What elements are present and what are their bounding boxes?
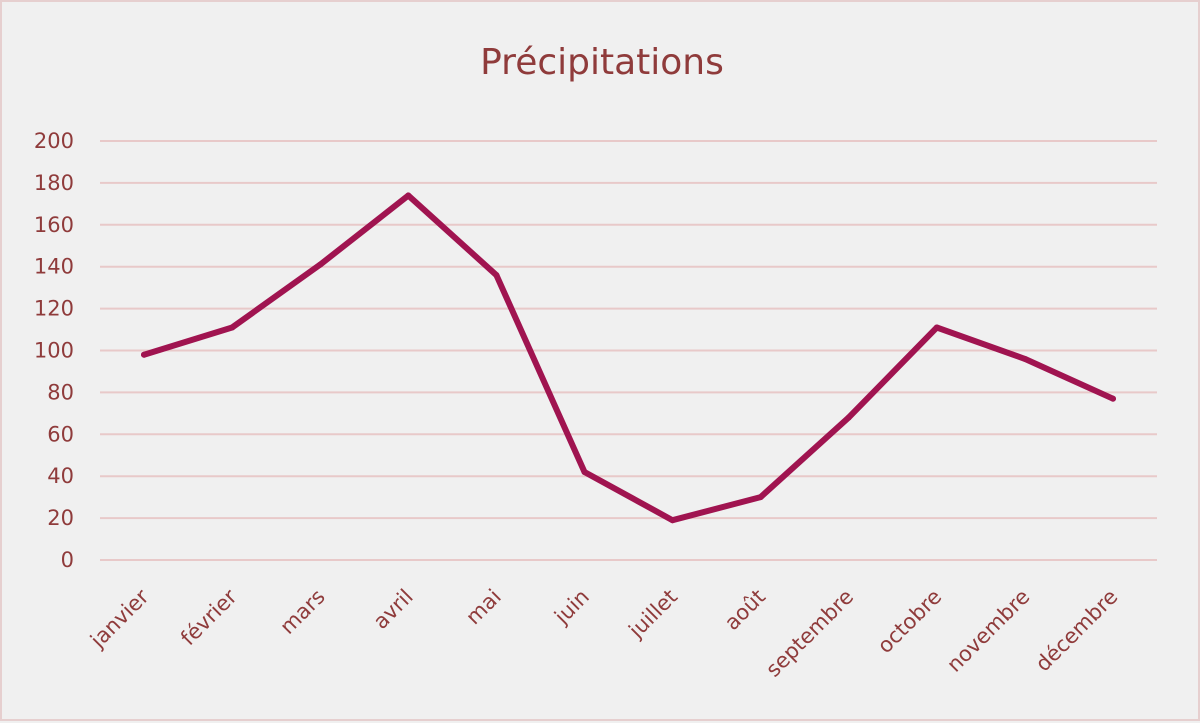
data-point [845, 414, 852, 421]
x-tick-label: novembre [942, 585, 1034, 677]
y-axis-ticks: 0 20 40 60 80 100 120 140 160 180 200 [34, 129, 74, 572]
series-line [141, 192, 1116, 524]
y-tick-label: 0 [61, 548, 74, 572]
data-point [757, 494, 764, 501]
data-point [581, 469, 588, 476]
x-tick-label: septembre [761, 585, 858, 682]
series-group [141, 192, 1116, 524]
y-tick-label: 100 [34, 339, 74, 363]
x-axis-ticks: janvier février mars avril mai juin juillet aoû… [85, 584, 1122, 681]
y-tick-label: 180 [34, 171, 74, 195]
data-point [405, 192, 412, 199]
x-tick-label: mars [275, 585, 329, 639]
data-point [1109, 395, 1116, 402]
y-tick-label: 40 [47, 464, 74, 488]
chart-title: Précipitations [480, 42, 724, 83]
x-tick-label: août [720, 585, 770, 635]
x-tick-label: juillet [624, 585, 683, 644]
x-tick-label: octobre [873, 585, 946, 658]
x-tick-label: juin [549, 585, 594, 630]
data-point [933, 324, 940, 331]
data-point [229, 324, 236, 331]
y-tick-label: 60 [47, 422, 74, 446]
y-tick-label: 20 [47, 506, 74, 530]
y-tick-label: 200 [34, 129, 74, 153]
y-tick-label: 160 [34, 213, 74, 237]
data-point [1021, 355, 1028, 362]
x-tick-label: décembre [1031, 585, 1123, 677]
data-point [141, 351, 148, 358]
x-tick-label: mai [461, 585, 506, 630]
data-point [493, 272, 500, 279]
x-tick-label: avril [369, 585, 418, 634]
data-point [317, 261, 324, 268]
x-tick-label: janvier [85, 584, 154, 653]
y-tick-label: 140 [34, 255, 74, 279]
y-tick-label: 80 [47, 380, 74, 404]
gridlines [100, 140, 1157, 561]
data-point [669, 517, 676, 524]
x-tick-label: février [176, 584, 242, 650]
y-tick-label: 120 [34, 297, 74, 321]
